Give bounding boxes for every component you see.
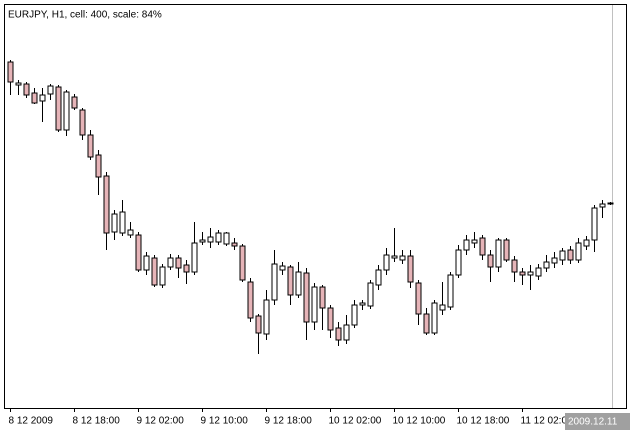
candle-body	[215, 232, 222, 243]
candle-body	[487, 254, 494, 268]
cursor-box	[565, 413, 630, 430]
candle-body	[583, 239, 590, 247]
candle-body	[103, 175, 110, 234]
candle-body	[55, 86, 62, 131]
candle-body	[335, 327, 342, 341]
candle-body	[151, 257, 158, 286]
candle-body	[367, 282, 374, 307]
candle-body	[343, 324, 350, 341]
candle-body	[447, 274, 454, 308]
candle-body	[31, 92, 38, 104]
candle-body	[71, 96, 78, 109]
candle-body	[7, 61, 14, 83]
candle-body	[295, 271, 302, 296]
x-tick-label: 10 12 02:00	[329, 416, 382, 427]
candle-body	[183, 264, 190, 273]
candle-body	[143, 255, 150, 271]
candle-body	[127, 229, 134, 236]
candle-body	[567, 249, 574, 261]
candle-body	[319, 286, 326, 309]
candle-body	[407, 255, 414, 283]
candle-body	[503, 239, 510, 261]
candle-body	[455, 249, 462, 276]
plot-border	[4, 4, 627, 409]
candle-body	[311, 286, 318, 323]
candle-body	[599, 203, 606, 208]
x-tick-label: 8 12 2009	[9, 416, 54, 427]
candle-body	[303, 272, 310, 323]
candle-body	[519, 271, 526, 276]
x-tick-label: 9 12 02:00	[137, 416, 185, 427]
candle-body	[63, 91, 70, 131]
candle-body	[415, 282, 422, 315]
cursor-label: 2009.12.11	[568, 417, 618, 428]
candle-body	[431, 302, 438, 334]
candle-body	[351, 304, 358, 326]
candle-body	[495, 239, 502, 268]
candle-body	[223, 232, 230, 245]
x-tick-label: 9 12 10:00	[201, 416, 249, 427]
candle-body	[239, 245, 246, 281]
candle-body	[383, 254, 390, 271]
candle-body	[79, 109, 86, 136]
candle-body	[391, 255, 398, 259]
candle-body	[95, 154, 102, 178]
candle-body	[247, 281, 254, 319]
candle-body	[23, 83, 30, 96]
candle-body	[535, 267, 542, 277]
candle-body	[327, 307, 334, 331]
candle-body	[575, 242, 582, 261]
candle-body	[543, 261, 550, 269]
candle-body	[399, 255, 406, 261]
candle-body	[15, 82, 22, 86]
candle-body	[111, 213, 118, 233]
candle-body	[159, 266, 166, 286]
x-tick-label: 10 12 10:00	[393, 416, 446, 427]
candle-body	[479, 237, 486, 256]
candle-body	[551, 257, 558, 264]
candle-body	[39, 94, 46, 102]
candle-body	[607, 202, 614, 205]
candle-body	[471, 239, 478, 244]
x-tick-label: 9 12 18:00	[265, 416, 313, 427]
candle-body	[47, 85, 54, 95]
candle-body	[287, 266, 294, 296]
candle-body	[423, 313, 430, 334]
candle-body	[263, 299, 270, 335]
candle-body	[231, 242, 238, 247]
x-tick-label: 11 12 02:00	[521, 416, 574, 427]
candle-body	[527, 271, 534, 276]
candle-body	[511, 259, 518, 273]
candle-body	[199, 239, 206, 243]
candle-body	[207, 236, 214, 243]
candle-body	[439, 304, 446, 311]
chart-title: EURJPY, H1, cell: 400, scale: 84%	[8, 10, 162, 21]
candle-body	[119, 211, 126, 234]
candle-body	[175, 257, 182, 269]
candle-body	[359, 302, 366, 306]
candle-body	[375, 269, 382, 286]
x-tick-label: 8 12 18:00	[73, 416, 121, 427]
candle-body	[271, 263, 278, 301]
candle-body	[135, 234, 142, 271]
candle-body	[167, 257, 174, 268]
x-tick-label: 10 12 18:00	[457, 416, 510, 427]
candle-body	[591, 207, 598, 241]
candle-body	[463, 239, 470, 251]
candle-body	[191, 242, 198, 273]
candle-body	[87, 134, 94, 158]
candle-body	[559, 250, 566, 261]
candle-body	[279, 265, 286, 271]
candle-body	[255, 315, 262, 334]
